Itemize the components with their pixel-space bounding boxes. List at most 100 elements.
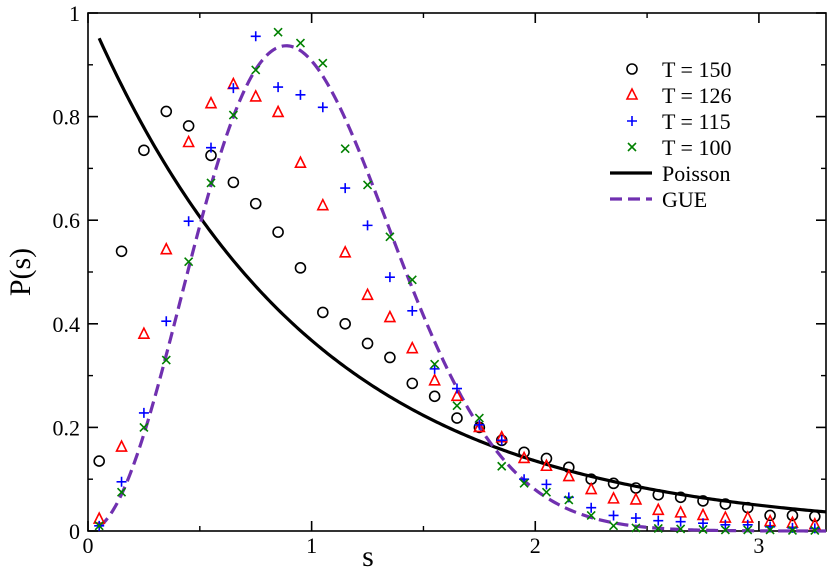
data-point (497, 461, 507, 471)
data-point (115, 439, 128, 452)
data-point (362, 180, 373, 190)
data-point (251, 65, 261, 75)
data-point (361, 287, 374, 301)
data-point (519, 478, 529, 488)
data-point (631, 523, 641, 533)
legend-label: T = 100 (662, 135, 731, 160)
data-point (227, 176, 240, 189)
data-point (809, 510, 821, 523)
data-point (383, 309, 397, 323)
x-tick-label: 1 (306, 533, 317, 558)
y-tick-label: 0.4 (53, 312, 81, 337)
data-point (719, 498, 732, 510)
data-point (250, 31, 261, 42)
data-point (430, 359, 440, 369)
data-point (94, 521, 104, 531)
legend-symbol (627, 142, 637, 152)
data-point (182, 134, 195, 148)
data-point (720, 519, 731, 530)
data-point (384, 351, 396, 364)
data-point (473, 419, 486, 433)
data-point (184, 257, 194, 267)
legend-label: GUE (662, 187, 707, 212)
data-point (541, 487, 552, 497)
y-tick-label: 0.6 (53, 208, 81, 233)
data-point (586, 502, 597, 513)
data-point (517, 450, 531, 464)
data-point (452, 383, 462, 394)
y-tick-label: 1 (69, 1, 80, 26)
data-point (228, 83, 239, 94)
data-point (787, 525, 798, 536)
legend-symbol (626, 63, 638, 75)
data-point (361, 337, 374, 350)
data-point (764, 509, 776, 522)
data-point (428, 390, 441, 403)
data-point (674, 505, 687, 518)
data-point (698, 518, 708, 529)
data-point (385, 232, 395, 242)
legend-label: T = 115 (662, 109, 731, 134)
gue-curve (98, 44, 826, 533)
data-point (496, 435, 507, 446)
data-point (316, 197, 330, 211)
series-cross (94, 27, 820, 536)
data-point (676, 524, 686, 534)
data-point (405, 340, 419, 354)
legend-symbol (625, 87, 639, 100)
data-point (206, 142, 216, 153)
data-point (183, 216, 194, 227)
data-point (318, 58, 328, 68)
data-point (564, 495, 574, 505)
data-point (182, 120, 195, 132)
data-point (698, 524, 708, 535)
data-point (540, 452, 553, 465)
data-point (139, 422, 149, 432)
curves (97, 37, 827, 533)
x-axis-label: s (362, 540, 374, 572)
data-point (653, 515, 664, 526)
data-point (765, 525, 775, 535)
data-point (653, 523, 663, 533)
data-point (608, 510, 619, 521)
data-point (206, 178, 216, 188)
data-point (116, 487, 127, 497)
data-point (540, 458, 553, 472)
data-point (137, 326, 151, 339)
legend-label: Poisson (662, 161, 730, 186)
data-point (339, 317, 351, 330)
data-point (720, 525, 730, 535)
data-point (273, 27, 283, 37)
y-tick-label: 0 (69, 519, 80, 544)
data-point (204, 95, 218, 109)
data-point (384, 272, 395, 283)
data-point (93, 455, 105, 467)
data-point (586, 510, 596, 521)
data-point (160, 105, 173, 118)
data-point (294, 262, 307, 274)
y-tick-label: 0.8 (53, 105, 81, 130)
y-tick-label: 0.2 (53, 415, 81, 440)
data-point (272, 226, 284, 238)
x-tick-label: 2 (530, 533, 541, 558)
data-point (317, 306, 329, 319)
data-point (450, 388, 464, 402)
data-point (249, 89, 263, 102)
axis-ticks: 0 1 2 3 0 0.2 0.4 0.6 0.8 1 (53, 1, 826, 558)
data-point (407, 305, 418, 316)
data-point (161, 355, 171, 365)
x-tick-label: 0 (83, 533, 94, 558)
data-point (295, 38, 306, 48)
poisson-curve (97, 37, 827, 514)
data-point (518, 446, 530, 459)
data-point (340, 144, 350, 154)
data-point (651, 502, 665, 516)
data-point (273, 82, 284, 93)
data-point (340, 183, 351, 194)
data-point (115, 245, 128, 258)
data-point (696, 507, 710, 521)
data-point (161, 316, 172, 327)
data-point (786, 509, 799, 522)
